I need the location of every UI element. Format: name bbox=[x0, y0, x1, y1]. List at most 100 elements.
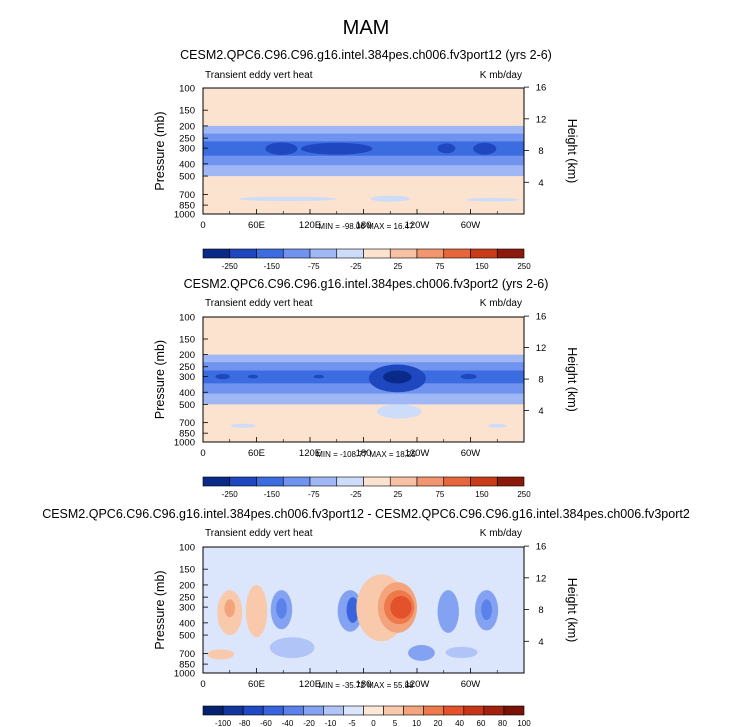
min-max-label: MIN = -108.77 MAX = 18.25 bbox=[316, 450, 416, 459]
contour-blob bbox=[230, 423, 256, 428]
contour-blob bbox=[215, 373, 230, 380]
colorbar-box bbox=[389, 476, 418, 487]
page-title: MAM bbox=[343, 17, 390, 39]
colorbar-box bbox=[262, 705, 284, 716]
contour-blob bbox=[488, 423, 507, 428]
contour-blob bbox=[473, 142, 497, 155]
colorbar-box bbox=[443, 248, 471, 259]
field-label: Transient eddy vert heat bbox=[205, 528, 313, 539]
y-axis-title: Pressure (mb) bbox=[153, 340, 167, 419]
colorbar: -250 -150 -75 -25 25 75 150 250 bbox=[202, 476, 531, 499]
y-tick-label: 700 bbox=[179, 649, 195, 660]
colorbar-box bbox=[242, 705, 264, 716]
y-axis-title: Pressure (mb) bbox=[153, 111, 167, 190]
contour-blob bbox=[390, 596, 412, 619]
colorbar-label: -60 bbox=[260, 719, 272, 727]
colorbar-box bbox=[443, 476, 471, 487]
contour-blob bbox=[301, 142, 373, 155]
colorbar-box bbox=[470, 476, 498, 487]
x-tick-label: 120E bbox=[299, 448, 321, 459]
contour-blob bbox=[460, 373, 477, 380]
colorbar-label: -75 bbox=[308, 490, 320, 499]
plot-area bbox=[203, 547, 524, 673]
contour-blob bbox=[265, 142, 298, 155]
x-tick-label: 60E bbox=[248, 679, 265, 690]
x-tick-label: 120E bbox=[299, 679, 321, 690]
x-tick-label: 120W bbox=[405, 448, 430, 459]
y-right-tick-label: 8 bbox=[538, 605, 543, 616]
y-tick-label: 850 bbox=[179, 429, 195, 440]
y-tick-label: 100 bbox=[179, 84, 195, 95]
colorbar-box bbox=[483, 705, 505, 716]
colorbar-box bbox=[282, 248, 311, 259]
y-tick-label: 250 bbox=[179, 593, 195, 604]
y-tick-label: 1000 bbox=[174, 438, 195, 449]
colorbar-box bbox=[282, 476, 311, 487]
colorbar: -100 -80 -60 -40 -20 -10 -5 0 5 10 20 40 60 80 100 bbox=[202, 705, 531, 727]
colorbar-label: -25 bbox=[350, 490, 362, 499]
colorbar-box bbox=[463, 705, 485, 716]
colorbar-label: 75 bbox=[435, 262, 444, 271]
y-right-tick-label: 4 bbox=[538, 637, 543, 648]
y-right-tick-label: 16 bbox=[536, 542, 547, 553]
x-tick-label: 120E bbox=[299, 220, 321, 231]
colorbar-box bbox=[363, 248, 391, 259]
y-axis-title: Pressure (mb) bbox=[153, 570, 167, 649]
x-tick-label: 120W bbox=[405, 679, 430, 690]
y-right-axis-title: Height (km) bbox=[565, 578, 579, 643]
colorbar-box bbox=[229, 248, 257, 259]
colorbar-label: -75 bbox=[308, 262, 320, 271]
units-label: K mb/day bbox=[480, 70, 522, 81]
y-tick-label: 300 bbox=[179, 603, 195, 614]
colorbar-box bbox=[323, 705, 344, 716]
chart-panel-3: CESM2.QPC6.C96.C96.g16.intel.384pes.ch00… bbox=[42, 507, 690, 727]
y-tick-label: 700 bbox=[179, 418, 195, 429]
colorbar-label: -250 bbox=[222, 262, 239, 271]
x-tick-label: 60E bbox=[248, 220, 265, 231]
min-max-label: MIN = -98.06 MAX = 16.47 bbox=[318, 222, 414, 231]
plot-area bbox=[203, 88, 524, 214]
y-right-tick-label: 4 bbox=[538, 178, 543, 189]
y-tick-label: 300 bbox=[179, 372, 195, 383]
x-tick-label: 60E bbox=[248, 448, 265, 459]
y-tick-label: 200 bbox=[179, 121, 195, 132]
y-tick-label: 1000 bbox=[174, 669, 195, 680]
colorbar-box bbox=[470, 248, 498, 259]
colorbar-label: 100 bbox=[517, 719, 531, 727]
colorbar-box bbox=[496, 248, 525, 259]
y-right-tick-label: 8 bbox=[538, 375, 543, 386]
contour-blob bbox=[445, 646, 478, 658]
y-tick-label: 300 bbox=[179, 144, 195, 155]
colorbar-label: 40 bbox=[455, 719, 464, 727]
colorbar-label: 80 bbox=[498, 719, 507, 727]
y-tick-label: 500 bbox=[179, 631, 195, 642]
colorbar-label: 60 bbox=[477, 719, 486, 727]
colorbar-label: 250 bbox=[517, 262, 531, 271]
y-right-tick-label: 12 bbox=[536, 343, 547, 354]
colorbar-box bbox=[423, 705, 445, 716]
colorbar-box bbox=[363, 476, 391, 487]
chart-title: CESM2.QPC6.C96.C96.g16.intel.384pes.ch00… bbox=[184, 277, 549, 291]
colorbar-box bbox=[202, 248, 231, 259]
contour-blob bbox=[376, 404, 422, 419]
plot-area bbox=[203, 317, 524, 442]
colorbar-box bbox=[222, 705, 244, 716]
field-label: Transient eddy vert heat bbox=[205, 298, 313, 309]
x-tick-label: 180 bbox=[356, 679, 372, 690]
field-label: Transient eddy vert heat bbox=[205, 70, 313, 81]
y-tick-label: 500 bbox=[179, 172, 195, 183]
contour-blob bbox=[224, 599, 236, 618]
contour-blob bbox=[269, 637, 315, 658]
y-tick-label: 850 bbox=[179, 201, 195, 212]
y-right-tick-label: 12 bbox=[536, 114, 547, 125]
colorbar-box bbox=[416, 248, 445, 259]
y-tick-label: 850 bbox=[179, 660, 195, 671]
colorbar-label: 75 bbox=[435, 490, 444, 499]
colorbar-box bbox=[202, 705, 224, 716]
y-tick-label: 700 bbox=[179, 190, 195, 201]
colorbar-label: -250 bbox=[222, 490, 239, 499]
y-right-axis-title: Height (km) bbox=[565, 347, 579, 412]
colorbar-label: -150 bbox=[264, 262, 281, 271]
y-tick-label: 150 bbox=[179, 565, 195, 576]
colorbar-box bbox=[383, 705, 404, 716]
